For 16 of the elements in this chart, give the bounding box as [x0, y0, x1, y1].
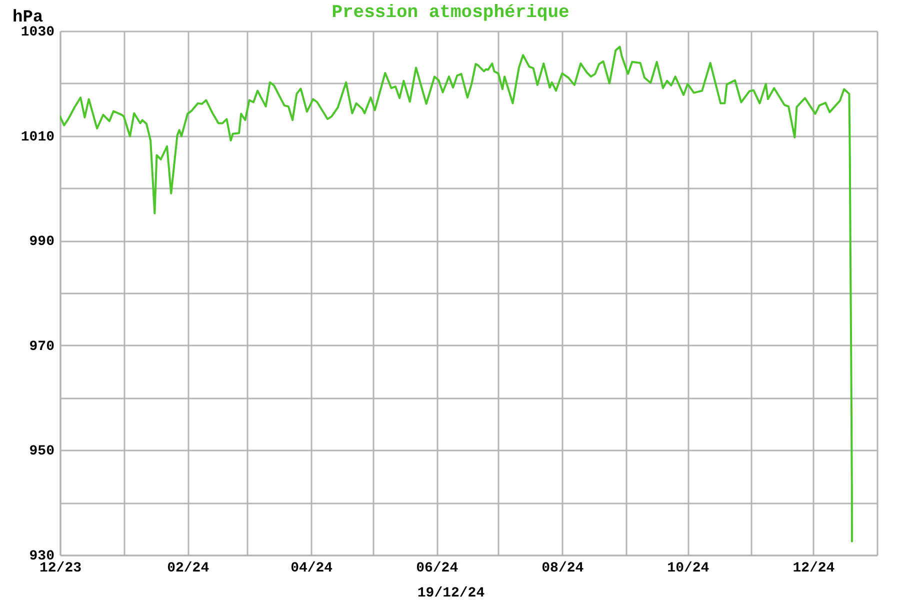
y-tick-label: 990: [29, 234, 54, 250]
y-tick-label: 1030: [20, 24, 54, 40]
x-tick-label: 08/24: [542, 560, 584, 576]
x-tick-label: 12/24: [792, 560, 835, 576]
x-tick-label: 06/24: [416, 560, 458, 576]
x-tick-label: 12/23: [39, 560, 82, 576]
y-tick-label: 1010: [20, 129, 54, 146]
line-series: [60, 46, 853, 542]
text: 19/12/24: [417, 586, 485, 600]
x-tick-label: 04/24: [290, 560, 333, 576]
y-tick-label: 950: [29, 444, 54, 460]
x-tick-label: 02/24: [167, 560, 210, 576]
y-tick-label: 970: [29, 338, 54, 355]
chart-title: Pression atmosphérique: [332, 3, 570, 23]
x-tick-label: 10/24: [667, 560, 710, 576]
y-axis-title: hPa: [12, 8, 44, 28]
